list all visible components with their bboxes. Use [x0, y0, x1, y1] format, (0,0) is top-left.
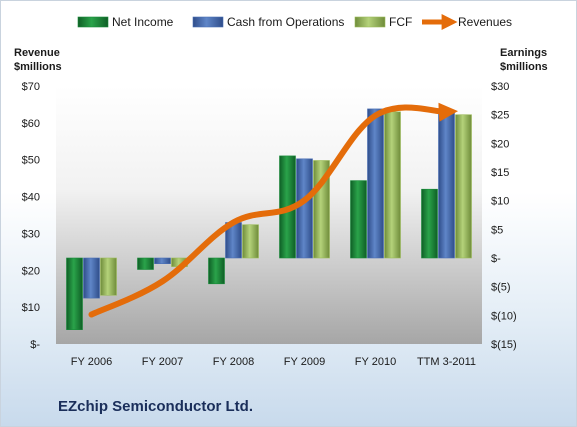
revenue-line [88, 102, 459, 318]
right-tick-label: $(15) [491, 339, 517, 351]
revenue-line-series [88, 102, 459, 318]
bar-cash-from-operations [438, 111, 455, 259]
legend-swatch [192, 16, 224, 28]
x-tick-label: FY 2009 [284, 356, 325, 368]
right-tick-label: $- [491, 253, 501, 265]
right-tick-label: $15 [491, 167, 509, 179]
right-axis-title: Earnings $millions [500, 47, 550, 73]
left-tick-label: $30 [22, 228, 40, 240]
x-tick-label: TTM 3-2011 [417, 356, 476, 368]
right-tick-label: $30 [491, 81, 509, 93]
right-tick-label: $20 [491, 138, 509, 150]
bar-cash-from-operations [83, 257, 100, 299]
right-tick-label: $25 [491, 110, 509, 122]
left-tick-label: $40 [22, 192, 40, 204]
x-tick-label: FY 2007 [142, 356, 183, 368]
left-tick-label: $70 [22, 81, 40, 93]
right-tick-label: $(10) [491, 310, 517, 322]
left-tick-label: $20 [22, 265, 40, 277]
left-tick-label: $60 [22, 118, 40, 130]
company-name: EZchip Semiconductor Ltd. [58, 398, 254, 415]
left-axis-title: Revenue $millions [14, 47, 63, 73]
right-axis-ticks: $(15) $(10) $(5) $- $5 $10 $15 $20 $25 $30 [491, 81, 517, 351]
bar-cash-from-operations [296, 158, 313, 259]
x-tick-label: FY 2008 [213, 356, 254, 368]
left-tick-label: $- [30, 339, 40, 351]
bar-net-income [421, 188, 438, 259]
bar-fcf [242, 224, 259, 259]
bar-cash-from-operations [367, 108, 384, 259]
left-axis-ticks: $- $10 $20 $30 $40 $50 $60 $70 [22, 81, 41, 351]
bar-fcf [455, 114, 472, 259]
legend-label: FCF [389, 15, 412, 29]
legend-label: Net Income [112, 15, 174, 29]
legend-swatch [354, 16, 386, 28]
bar-net-income [66, 257, 83, 330]
left-tick-label: $10 [22, 302, 40, 314]
right-tick-label: $(5) [491, 282, 511, 294]
bar-net-income [350, 180, 367, 259]
bar-net-income [137, 257, 154, 270]
left-tick-label: $50 [22, 155, 40, 167]
bar-net-income [208, 257, 225, 285]
x-axis-ticks: FY 2006 FY 2007 FY 2008 FY 2009 FY 2010 TTM 3… [71, 356, 476, 368]
right-tick-label: $5 [491, 224, 503, 236]
legend-label: Cash from Operations [227, 15, 344, 29]
legend-label: Revenues [458, 15, 512, 29]
right-tick-label: $10 [491, 196, 509, 208]
legend-swatch [77, 16, 109, 28]
bar-cash-from-operations [154, 257, 171, 264]
legend: Net Income Cash from Operations FCF Revenue… [77, 13, 512, 31]
bar-fcf [384, 111, 401, 259]
x-tick-label: FY 2006 [71, 356, 112, 368]
bar-fcf [100, 257, 117, 296]
x-tick-label: FY 2010 [355, 356, 396, 368]
